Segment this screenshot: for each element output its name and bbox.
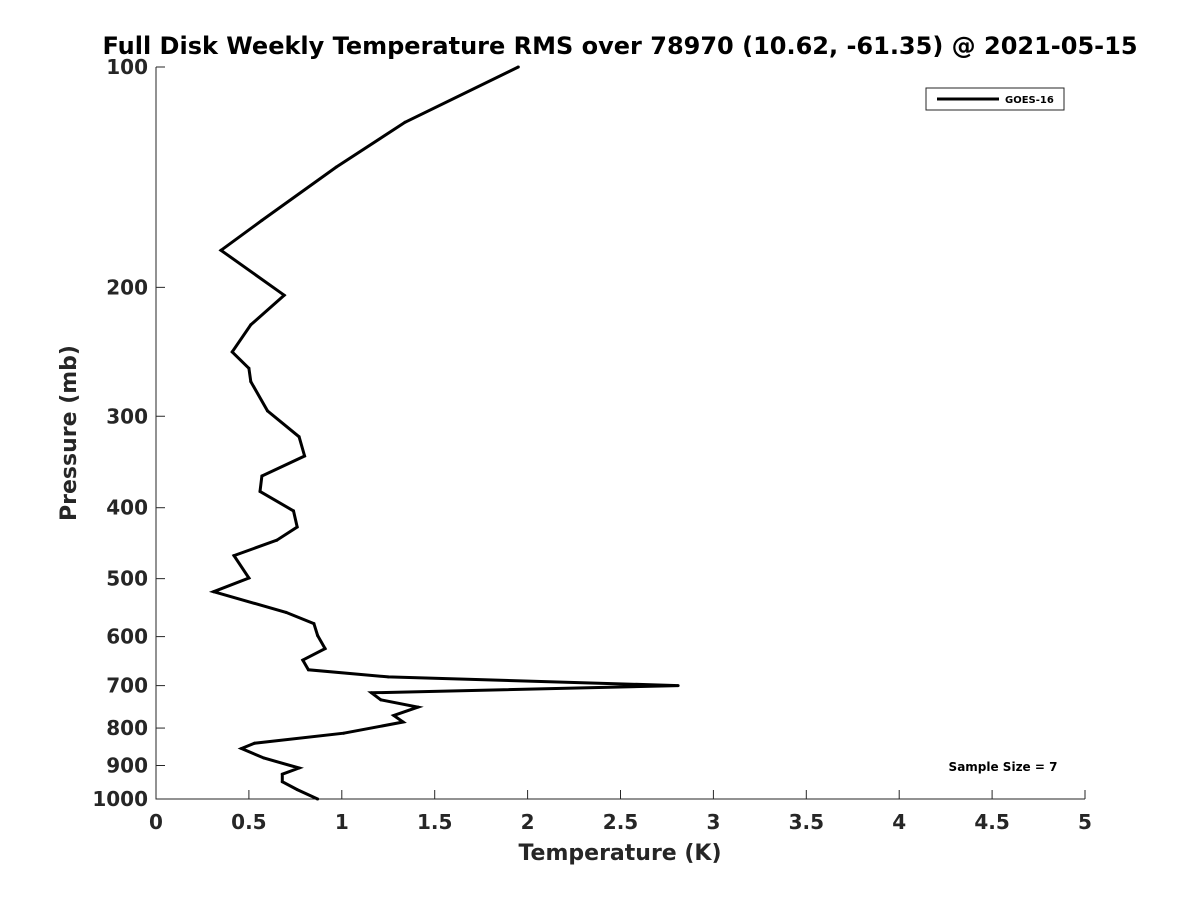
data-point <box>280 772 284 776</box>
y-tick-label: 100 <box>106 55 148 79</box>
y-tick-label: 700 <box>106 674 148 698</box>
data-point <box>334 165 338 169</box>
y-tick-label: 800 <box>106 716 148 740</box>
x-tick-label: 5 <box>1078 810 1092 834</box>
data-point <box>342 731 346 735</box>
x-axis: 0 0.5 1 1.5 2 2.5 3 3.5 4 4.5 5 <box>149 790 1092 834</box>
data-point <box>292 509 295 513</box>
y-tick-label: 900 <box>106 754 148 778</box>
data-point <box>295 525 299 529</box>
data-point <box>379 698 383 702</box>
x-tick-label: 3 <box>706 810 720 834</box>
data-point <box>260 474 264 478</box>
data-point <box>297 435 301 439</box>
data-point <box>230 350 234 354</box>
data-point <box>401 720 405 724</box>
x-tick-label: 2.5 <box>603 810 638 834</box>
data-point <box>297 766 301 770</box>
y-tick-label: 1000 <box>92 787 148 811</box>
data-point <box>247 366 251 370</box>
y-axis-label: Pressure (mb) <box>57 345 82 521</box>
y-tick-label: 300 <box>106 404 148 428</box>
data-point <box>301 658 305 662</box>
data-point <box>266 409 269 413</box>
legend: GOES-16 <box>925 87 1065 111</box>
sample-size-annotation: Sample Size = 7 <box>949 760 1058 774</box>
data-point <box>295 788 299 792</box>
data-point <box>312 622 316 626</box>
y-axis: 100 200 300 400 500 600 700 800 900 1000 <box>92 55 165 811</box>
chart-title: Full Disk Weekly Temperature RMS over 78… <box>102 32 1137 60</box>
x-tick-label: 0.5 <box>231 810 266 834</box>
y-tick-label: 600 <box>106 625 148 649</box>
data-point <box>282 293 286 297</box>
data-point <box>676 684 680 688</box>
data-point <box>303 454 307 458</box>
y-tick-label: 200 <box>106 275 148 299</box>
data-point <box>275 538 279 542</box>
x-tick-label: 3.5 <box>789 810 824 834</box>
x-tick-label: 1.5 <box>417 810 452 834</box>
y-tick-label: 400 <box>106 496 148 520</box>
data-point <box>240 747 243 750</box>
data-point <box>316 797 320 801</box>
x-tick-label: 4.5 <box>974 810 1009 834</box>
x-axis-label: Temperature (K) <box>518 841 721 866</box>
legend-label-goes-16: GOES-16 <box>1005 95 1054 106</box>
data-point <box>247 576 251 580</box>
data-point <box>249 380 253 384</box>
data-point <box>403 120 407 124</box>
data-point <box>249 323 253 327</box>
data-point <box>284 610 288 614</box>
data-point <box>253 741 256 745</box>
data-point <box>306 668 310 672</box>
x-tick-label: 0 <box>149 810 163 834</box>
data-point <box>232 554 236 558</box>
data-point <box>416 705 420 709</box>
x-tick-label: 2 <box>521 810 535 834</box>
data-point <box>516 65 520 69</box>
x-tick-label: 4 <box>892 810 906 834</box>
x-tick-label: 1 <box>335 810 349 834</box>
data-point <box>386 675 390 679</box>
data-point <box>280 780 284 784</box>
data-point <box>212 590 216 594</box>
data-point <box>323 647 327 651</box>
y-tick-label: 500 <box>106 567 148 591</box>
data-point <box>370 691 373 695</box>
data-point <box>262 756 266 760</box>
data-point <box>316 634 320 637</box>
data-point <box>219 248 223 252</box>
data-point <box>392 714 396 717</box>
data-point <box>260 218 264 222</box>
data-point <box>258 489 262 493</box>
series-points <box>212 65 680 801</box>
